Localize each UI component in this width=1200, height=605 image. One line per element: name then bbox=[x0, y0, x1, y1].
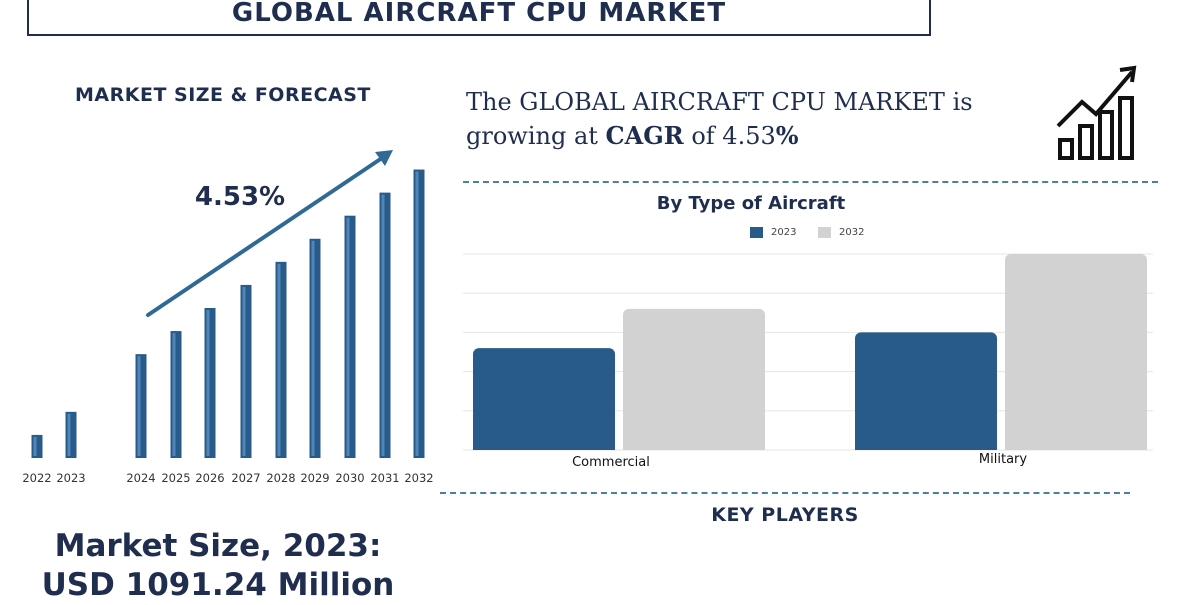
forecast-bar-highlight-2024 bbox=[137, 356, 141, 456]
bar-commercial-2032 bbox=[623, 308, 765, 450]
forecast-tick-2023: 2023 bbox=[56, 471, 85, 485]
title-box: GLOBAL AIRCRAFT CPU MARKET bbox=[27, 0, 931, 36]
category-label-commercial: Commercial bbox=[572, 455, 650, 470]
forecast-bar-highlight-2032 bbox=[415, 171, 419, 456]
bar-base-military-2032 bbox=[1005, 442, 1147, 450]
legend-swatch-2032 bbox=[818, 227, 831, 238]
legend-2032: 2032 bbox=[818, 227, 864, 238]
forecast-tick-2031: 2031 bbox=[370, 471, 399, 485]
forecast-tick-2022: 2022 bbox=[22, 471, 51, 485]
forecast-bar-2025 bbox=[170, 331, 182, 458]
bar-commercial-2023 bbox=[473, 348, 615, 450]
page-title: GLOBAL AIRCRAFT CPU MARKET bbox=[231, 0, 727, 28]
forecast-bar-chart: 2022 2023 2024 2025 2026 2027 2028 2029 2030 2031… bbox=[22, 150, 434, 485]
cagr-annotation: 4.53% bbox=[195, 182, 285, 212]
forecast-bar-highlight-2031 bbox=[381, 194, 385, 456]
forecast-bar-highlight-2023 bbox=[67, 413, 71, 456]
market-size-label: Market Size, 2023: bbox=[54, 528, 382, 564]
forecast-tick-2032: 2032 bbox=[404, 471, 433, 485]
bar-base-commercial-2032 bbox=[623, 442, 765, 450]
forecast-bar-highlight-2026 bbox=[206, 310, 210, 456]
trend-arrowhead-icon bbox=[375, 150, 393, 166]
forecast-bar-highlight-2025 bbox=[172, 333, 176, 456]
legend-2023: 2023 bbox=[750, 227, 796, 238]
headline-line-2: growing at CAGR of 4.53% bbox=[466, 119, 973, 153]
forecast-tick-2030: 2030 bbox=[335, 471, 364, 485]
forecast-tick-2025: 2025 bbox=[161, 471, 190, 485]
type-chart-title: By Type of Aircraft bbox=[656, 193, 846, 214]
growth-bar-chart-icon bbox=[1056, 65, 1137, 160]
bar-military-2023 bbox=[855, 332, 997, 450]
legend-swatch-2023 bbox=[750, 227, 763, 238]
market-size-2023: Market Size, 2023: USD 1091.24 Million bbox=[18, 527, 418, 605]
legend-label-2023: 2023 bbox=[771, 227, 797, 238]
forecast-bar-2031 bbox=[379, 192, 391, 458]
forecast-bar-highlight-2028 bbox=[277, 263, 281, 456]
cagr-headline: The GLOBAL AIRCRAFT CPU MARKET is growin… bbox=[466, 86, 973, 153]
forecast-tick-2028: 2028 bbox=[266, 471, 295, 485]
cagr-value: of 4.53 bbox=[683, 122, 776, 150]
trend-arrow-icon bbox=[146, 154, 387, 317]
forecast-bar-highlight-2022 bbox=[33, 436, 37, 456]
category-label-military: Military bbox=[979, 452, 1027, 467]
divider-bottom bbox=[440, 492, 1130, 494]
forecast-bar-2022 bbox=[31, 434, 43, 458]
aircraft-type-bar-chart: Commercial Military bbox=[463, 253, 1153, 470]
forecast-tick-2024: 2024 bbox=[126, 471, 155, 485]
forecast-bar-2032 bbox=[413, 169, 425, 458]
market-size-value: USD 1091.24 Million bbox=[41, 567, 395, 603]
forecast-bar-2026 bbox=[204, 308, 216, 458]
forecast-tick-2027: 2027 bbox=[231, 471, 260, 485]
forecast-bar-2030 bbox=[344, 215, 356, 458]
forecast-tick-2026: 2026 bbox=[195, 471, 224, 485]
percent-sign: % bbox=[775, 121, 799, 150]
forecast-bar-2029 bbox=[309, 238, 321, 458]
forecast-bar-2027 bbox=[240, 284, 252, 458]
forecast-tick-2029: 2029 bbox=[300, 471, 329, 485]
forecast-bar-2024 bbox=[135, 354, 147, 458]
cagr-label: CAGR bbox=[605, 121, 684, 150]
market-size-forecast-heading: MARKET SIZE & FORECAST bbox=[75, 84, 371, 106]
bar-military-2032 bbox=[1005, 254, 1147, 450]
forecast-bar-highlight-2027 bbox=[242, 286, 246, 456]
forecast-bar-highlight-2030 bbox=[346, 217, 350, 456]
forecast-bar-2023 bbox=[65, 411, 77, 458]
divider-top bbox=[463, 181, 1158, 183]
bar-base-military-2023 bbox=[855, 442, 997, 450]
bar-base-commercial-2023 bbox=[473, 442, 615, 450]
headline-growing: growing at bbox=[466, 122, 606, 150]
headline-line-1: The GLOBAL AIRCRAFT CPU MARKET is bbox=[466, 88, 973, 116]
key-players-heading: KEY PLAYERS bbox=[711, 504, 859, 526]
legend-label-2032: 2032 bbox=[839, 227, 865, 238]
forecast-bar-2028 bbox=[275, 261, 287, 458]
forecast-bar-highlight-2029 bbox=[311, 240, 315, 456]
